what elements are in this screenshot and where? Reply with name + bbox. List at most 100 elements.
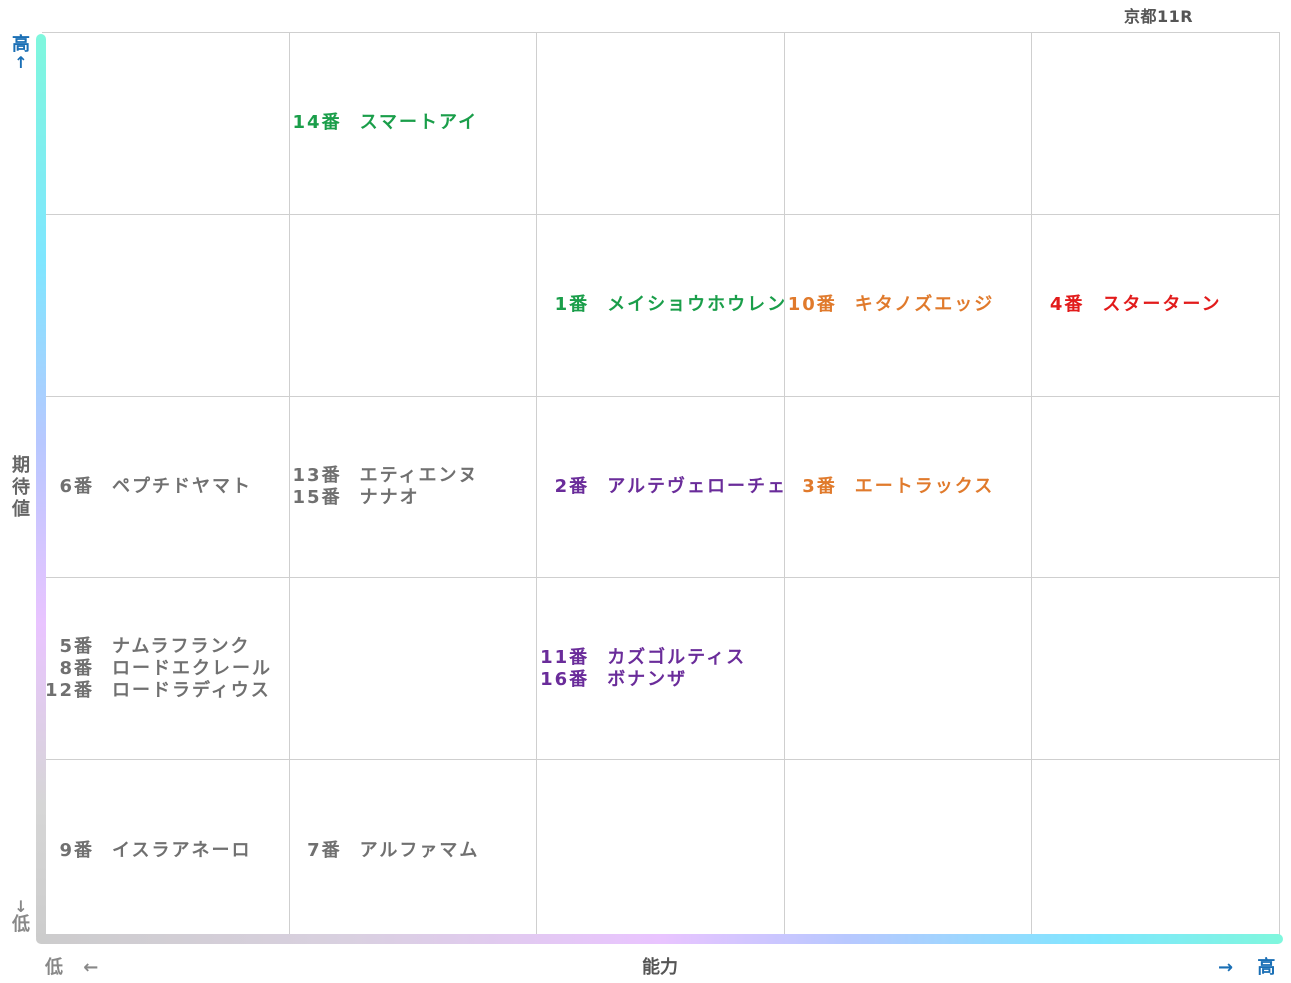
grid-cell [289, 213, 538, 396]
cell-entries: 1番 メイショウホウレン [537, 294, 787, 316]
grid-cell: 5番 ナムラフランク 8番 ロードエクレール 12番 ロードラディウス [42, 577, 290, 760]
down-arrow-icon: ↓ [14, 897, 28, 916]
cell-entries: 7番 アルファマム [290, 840, 480, 862]
grid-cell: 1番 メイショウホウレン [537, 213, 787, 396]
grid-cell [784, 759, 1033, 941]
y-axis-title-char: 待 [12, 477, 30, 498]
grid-cell [42, 213, 290, 396]
grid-cell: 3番 エートラックス [784, 395, 1033, 578]
y-axis-high-label: 高 ↑ [11, 36, 31, 72]
horse-number: 15番 [292, 486, 342, 508]
grid-cell: 9番 イスラアネーロ [42, 759, 290, 941]
up-arrow-icon: ↑ [14, 53, 28, 72]
horse-name: スマートアイ [359, 112, 479, 134]
grid-cell [784, 577, 1033, 760]
cell-entries: 2番 アルテヴェローチェ [537, 476, 787, 498]
x-axis-high-label: → 高 [1218, 953, 1275, 979]
horse-number: 11番 [540, 646, 590, 668]
horse-number: 13番 [292, 464, 342, 486]
grid-cell [784, 32, 1033, 214]
cell-entries: 4番 スターターン [1032, 294, 1221, 316]
cell-entries: 3番 エートラックス [785, 476, 994, 498]
race-label: 京都11R [1124, 7, 1194, 26]
horse-name: カズゴルティス [607, 646, 747, 668]
y-axis-bar [36, 34, 46, 942]
horse-number: 3番 [802, 475, 837, 497]
y-axis-high-text: 高 [12, 34, 30, 55]
horse-name: ロードエクレール [112, 657, 272, 679]
horse-entry: 11番 カズゴルティス [537, 647, 746, 669]
horse-number: 14番 [292, 112, 342, 134]
grid-cell [537, 759, 785, 941]
grid-cell [1032, 395, 1280, 578]
x-axis-title: 能力 [642, 957, 678, 978]
horse-entry: 3番 エートラックス [785, 476, 994, 498]
horse-entry: 4番 スターターン [1032, 294, 1221, 316]
horse-entry: 8番 ロードエクレール [42, 658, 272, 680]
grid-cell: 11番 カズゴルティス 16番 ボナンザ [537, 577, 785, 760]
x-axis-low-text: 低 [45, 957, 63, 978]
grid-cell: 6番 ペプチドヤマト [42, 395, 290, 578]
horse-name: アルテヴェローチェ [607, 475, 788, 497]
y-axis-low-text: 低 [12, 914, 30, 935]
horse-entry: 10番 キタノズエッジ [785, 294, 994, 316]
x-axis-low-label: 低 ← [45, 953, 98, 979]
left-arrow-icon: ← [83, 957, 99, 978]
horse-name: エートラックス [854, 475, 995, 497]
evaluation-grid: 14番 スマートアイ 1番 メイショウホウレン 10番 キタノズエッジ 4番 スターターン 6番… [42, 32, 1280, 941]
y-axis-title-char: 値 [12, 499, 30, 520]
cell-entries: 6番 ペプチドヤマト [42, 476, 252, 498]
right-arrow-icon: → [1218, 957, 1234, 978]
grid-cell: 13番 エティエンヌ 15番 ナナオ [289, 395, 538, 578]
grid-cell: 2番 アルテヴェローチェ [537, 395, 787, 578]
x-axis-high-text: 高 [1257, 957, 1276, 978]
grid-cell: 14番 スマートアイ [289, 32, 538, 214]
grid-cell: 7番 アルファマム [289, 759, 538, 941]
grid-cell [1032, 577, 1280, 760]
horse-number: 10番 [787, 294, 837, 316]
horse-number: 2番 [554, 475, 590, 497]
horse-entry: 1番 メイショウホウレン [537, 294, 787, 316]
horse-name: スターターン [1102, 294, 1222, 316]
grid-cell: 4番 スターターン [1032, 213, 1280, 396]
x-axis-bar [36, 934, 1283, 944]
horse-entry: 6番 ペプチドヤマト [42, 476, 252, 498]
horse-name: ロードラディウス [112, 679, 271, 701]
horse-name: キタノズエッジ [854, 294, 995, 316]
grid-cell [42, 32, 290, 214]
horse-entry: 7番 アルファマム [290, 840, 480, 862]
horse-number: 5番 [59, 635, 94, 657]
horse-number: 6番 [59, 475, 94, 497]
horse-name: ナナオ [359, 486, 420, 508]
cell-entries: 5番 ナムラフランク 8番 ロードエクレール 12番 ロードラディウス [42, 636, 272, 702]
cell-entries: 14番 スマートアイ [290, 112, 479, 134]
horse-number: 7番 [307, 839, 342, 861]
cell-entries: 10番 キタノズエッジ [785, 294, 994, 316]
y-axis-low-label: ↓ 低 [11, 898, 31, 934]
cell-entries: 11番 カズゴルティス 16番 ボナンザ [537, 647, 746, 691]
horse-entry: 13番 エティエンヌ [290, 465, 479, 487]
horse-name: アルファマム [359, 839, 480, 861]
horse-number: 16番 [540, 668, 590, 690]
grid-cell: 10番 キタノズエッジ [784, 213, 1033, 396]
grid-cell [1032, 32, 1280, 214]
horse-number: 8番 [59, 657, 94, 679]
y-axis-title-char: 期 [12, 455, 30, 476]
horse-name: メイショウホウレン [607, 294, 788, 316]
grid-cell [537, 32, 785, 214]
horse-number: 9番 [59, 839, 94, 861]
horse-entry: 5番 ナムラフランク [42, 636, 272, 658]
cell-entries: 13番 エティエンヌ 15番 ナナオ [290, 465, 479, 509]
horse-entry: 12番 ロードラディウス [42, 680, 272, 702]
y-axis-title: 期待値 [10, 455, 32, 521]
horse-name: イスラアネーロ [112, 839, 252, 861]
horse-name: エティエンヌ [359, 464, 479, 486]
horse-entry: 15番 ナナオ [290, 487, 479, 509]
grid-cell [1032, 759, 1280, 941]
grid-cell [289, 577, 538, 760]
horse-number: 12番 [44, 679, 94, 701]
horse-number: 1番 [554, 294, 590, 316]
horse-name: ナムラフランク [112, 635, 251, 657]
horse-entry: 9番 イスラアネーロ [42, 840, 251, 862]
horse-name: ペプチドヤマト [112, 475, 252, 497]
